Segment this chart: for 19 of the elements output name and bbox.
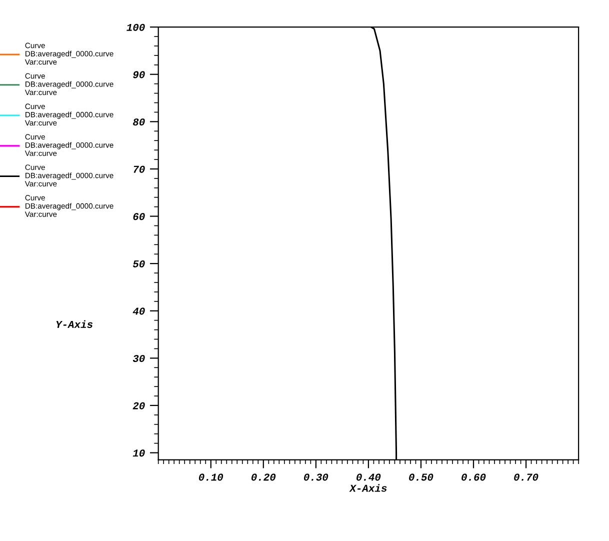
x-tick-label: 0.60	[462, 474, 486, 481]
y-tick-label: 70	[134, 166, 145, 173]
y-tick-label: 80	[132, 118, 145, 126]
x-tick-label: 0.30	[304, 474, 328, 481]
x-tick-label: 0.70	[514, 474, 538, 481]
y-tick-label: 100	[126, 24, 145, 31]
y-tick-label: 90	[133, 71, 145, 78]
y-tick-label: 50	[132, 260, 145, 268]
x-axis-title: X-Axis	[349, 484, 387, 492]
x-tick-label: 0.20	[251, 474, 276, 481]
y-tick-label: 30	[132, 354, 145, 362]
x-tick-label: 0.50	[409, 474, 434, 481]
y-tick-label: 20	[132, 402, 145, 410]
y-tick-label: 40	[132, 308, 145, 315]
x-tick-label: 0.40	[356, 474, 381, 481]
y-tick-label: 10	[132, 450, 145, 457]
y-tick-label: 60	[133, 213, 145, 220]
y-axis-title: Y-Axis	[56, 320, 93, 328]
x-tick-label: 0.10	[198, 474, 224, 481]
